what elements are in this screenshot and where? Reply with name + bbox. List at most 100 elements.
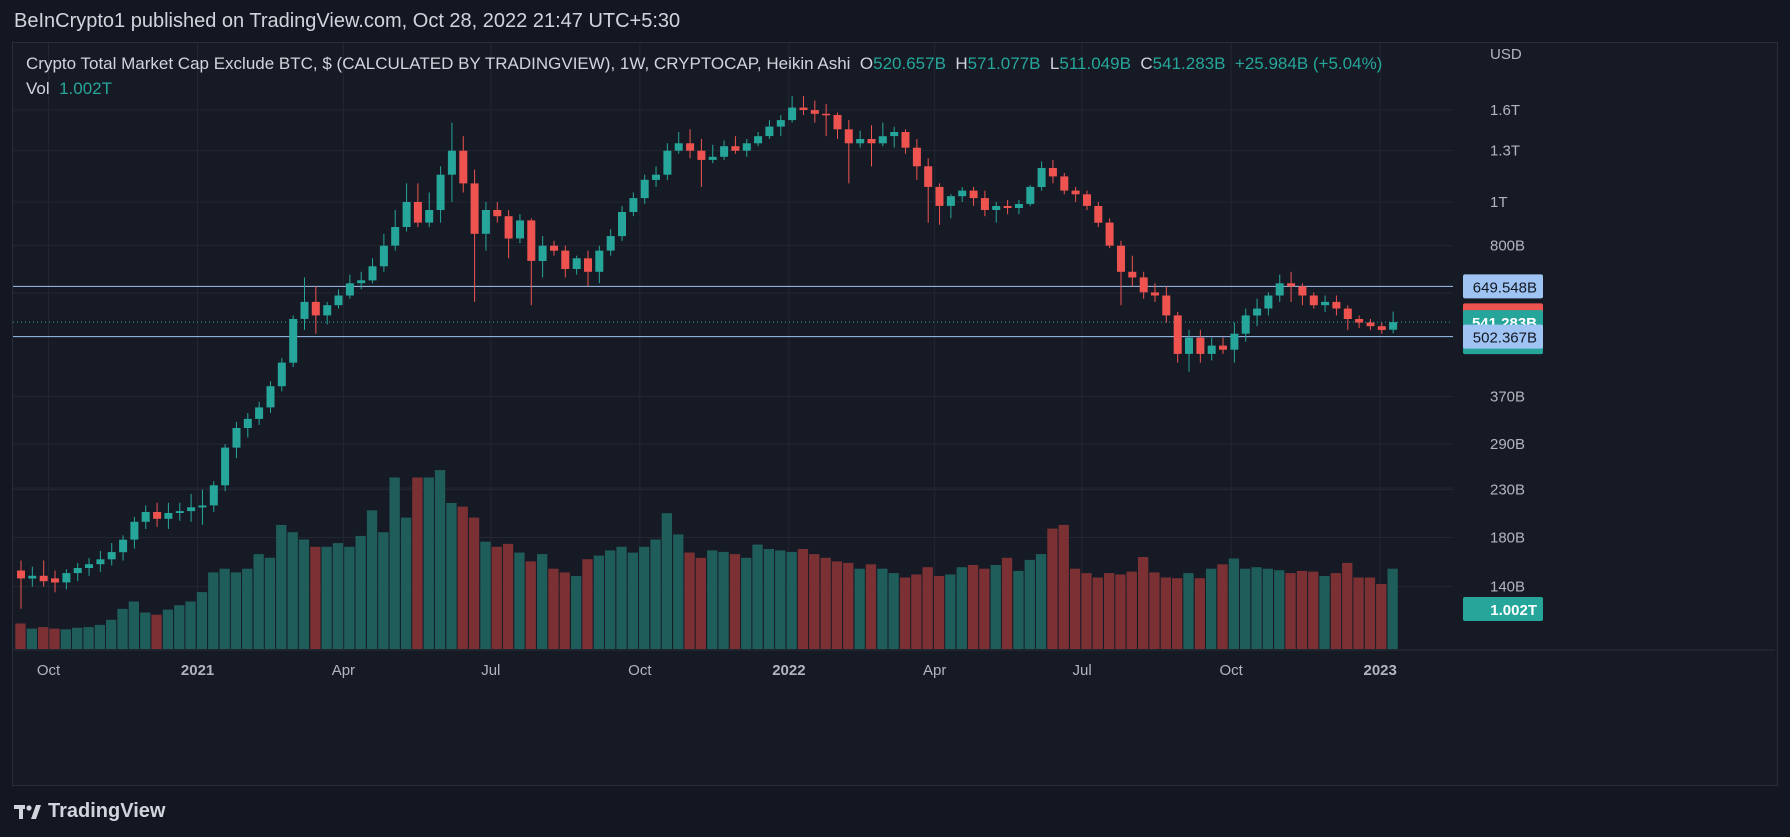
candle-body: [561, 250, 570, 269]
candle-body: [1196, 337, 1205, 354]
candle-body: [606, 236, 615, 251]
candle-body: [391, 227, 400, 246]
candle-body: [187, 507, 196, 512]
tradingview-footer[interactable]: TradingView: [14, 800, 165, 823]
candle-body: [447, 150, 456, 175]
candle-body: [1219, 345, 1227, 350]
y-tick-label: 1.3T: [1490, 143, 1520, 160]
candle-body: [119, 539, 128, 553]
y-tick-label: 290B: [1490, 436, 1525, 453]
candle-body: [96, 559, 105, 565]
candle-body: [935, 186, 944, 206]
volume-bar: [1024, 559, 1035, 649]
volume-bar: [843, 562, 854, 649]
currency-label: USD: [1490, 46, 1522, 63]
candle-body: [470, 183, 479, 234]
low-label: L: [1049, 54, 1060, 73]
volume-bar: [673, 534, 684, 649]
volume-bar: [276, 524, 287, 649]
volume-bar: [72, 627, 83, 649]
price-chart[interactable]: USD 1.6T 1.3T 1T 800B 370B 290B 230B 180B 140B 649…: [13, 43, 1777, 785]
volume-bar: [1240, 568, 1251, 649]
candle-body: [175, 511, 184, 513]
y-tick-label: 1T: [1490, 194, 1508, 211]
candle-body: [958, 190, 967, 197]
candle-body: [1287, 283, 1296, 287]
volume-bar: [1126, 571, 1137, 649]
candle-body: [39, 575, 48, 582]
candle-body: [697, 150, 706, 160]
candle-body: [731, 146, 740, 151]
close-value: 541.283B: [1152, 54, 1226, 73]
candle-body: [686, 143, 695, 151]
candle-body: [754, 136, 763, 144]
candle-body: [912, 147, 921, 167]
candle-body: [107, 552, 116, 560]
volume-bar: [695, 557, 706, 650]
candle-body: [1241, 315, 1250, 334]
candle-body: [924, 166, 933, 187]
candle-body: [1355, 319, 1364, 323]
volume-bar: [468, 517, 480, 649]
volume-bar: [1274, 570, 1285, 649]
volume-legend: Vol 1.002T: [26, 79, 112, 99]
volume-bar: [990, 565, 1001, 649]
candle-body: [980, 198, 989, 210]
candle-body: [992, 206, 1001, 210]
volume-bar: [797, 549, 809, 649]
candle-body: [1230, 333, 1239, 350]
candle-body: [867, 139, 876, 144]
candle-body: [1048, 168, 1057, 177]
candle-body: [425, 210, 434, 223]
candle-body: [1298, 286, 1307, 296]
volume-bar: [786, 551, 797, 649]
candle-body: [1014, 204, 1023, 208]
candle-body: [1083, 194, 1091, 206]
level-price-label: 649.548B: [1473, 279, 1537, 296]
volume-bar: [559, 572, 570, 649]
volume-bar: [548, 568, 559, 649]
volume-bar: [49, 628, 60, 649]
candle-body: [413, 202, 422, 223]
volume-bar: [1092, 577, 1103, 649]
candle-body: [878, 136, 887, 144]
volume-bar: [1353, 577, 1364, 649]
volume-bar: [752, 544, 763, 649]
volume-bar: [1058, 524, 1069, 649]
volume-bar: [979, 568, 990, 649]
volume-bar: [1285, 573, 1296, 649]
candle-body: [1343, 308, 1352, 319]
volume-bar: [593, 555, 604, 649]
candle-body: [153, 512, 162, 519]
close-label: C: [1140, 54, 1153, 73]
candle-body: [708, 156, 717, 160]
y-tick-label: 370B: [1490, 389, 1525, 406]
volume-bar: [1387, 568, 1398, 649]
volume-bar: [253, 554, 264, 649]
y-tick-label: 1.6T: [1490, 102, 1520, 119]
volume-bar: [933, 576, 945, 649]
volume-bar: [208, 572, 219, 649]
candle-body: [1071, 190, 1080, 195]
candle-body: [572, 258, 581, 269]
candle-body: [1128, 271, 1137, 278]
candle-body: [527, 220, 536, 261]
candle-body: [629, 198, 638, 212]
volume-bar: [83, 627, 94, 649]
low-value: 511.049B: [1059, 54, 1131, 73]
candle-body: [221, 447, 230, 486]
candle-body: [550, 245, 558, 251]
candle-body: [890, 132, 899, 137]
volume-bar: [162, 609, 174, 649]
candle-body: [266, 386, 275, 408]
candle-body: [481, 210, 490, 234]
chart-panel[interactable]: USD 1.6T 1.3T 1T 800B 370B 290B 230B 180B 140B 649…: [12, 42, 1778, 786]
candle-body: [198, 505, 207, 508]
candle-body: [1162, 295, 1171, 316]
volume-bar: [457, 506, 468, 649]
candle-body: [73, 568, 82, 574]
volume-bar: [729, 554, 741, 649]
candle-body: [1139, 277, 1148, 293]
volume-bar: [741, 557, 752, 650]
